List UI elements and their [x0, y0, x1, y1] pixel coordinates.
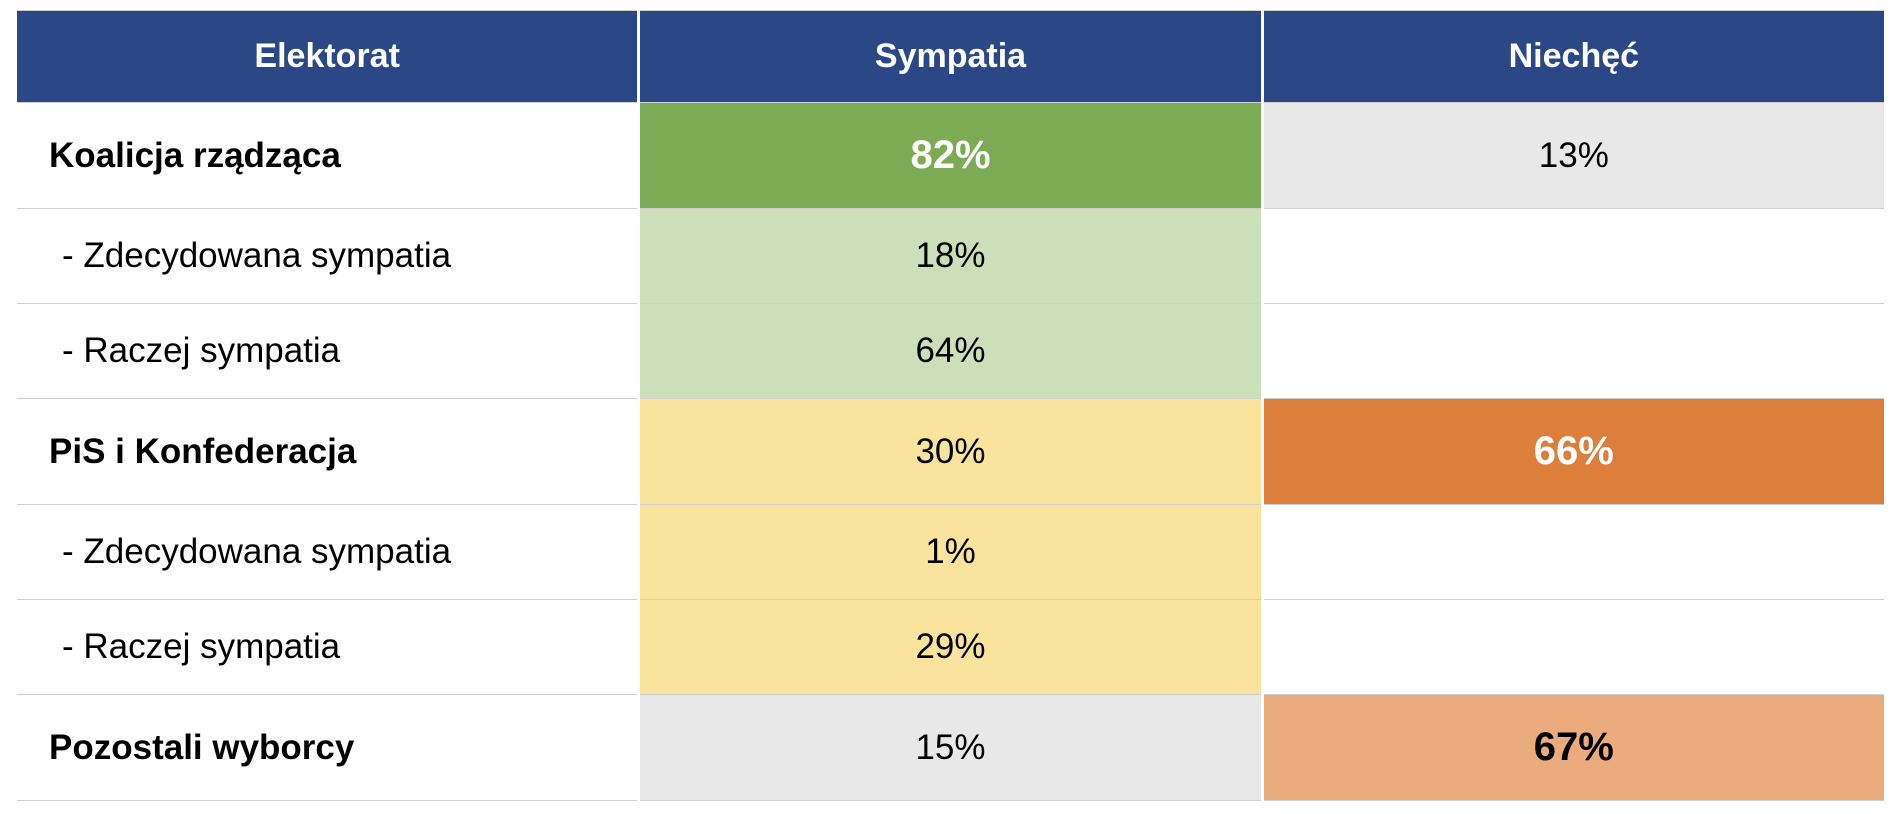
sympatia-value: 64%: [637, 303, 1264, 399]
niechec-value: [1260, 303, 1888, 399]
table-row: - Raczej sympatia 64%: [13, 303, 1888, 399]
sympatia-value: 1%: [637, 504, 1264, 600]
sympatia-value: 15%: [637, 694, 1264, 801]
niechec-value: 67%: [1260, 694, 1888, 801]
row-label: - Zdecydowana sympatia: [13, 208, 641, 304]
table-row: - Raczej sympatia 29%: [13, 599, 1888, 695]
niechec-value: 13%: [1260, 102, 1888, 209]
niechec-value: [1260, 599, 1888, 695]
sympatia-value: 29%: [637, 599, 1264, 695]
sympatia-value: 82%: [637, 102, 1264, 209]
row-label: Koalicja rządząca: [13, 102, 641, 209]
sympatia-value: 18%: [637, 208, 1264, 304]
poll-table-container: Elektorat Sympatia Niechęć Koalicja rząd…: [13, 10, 1888, 801]
row-label: - Zdecydowana sympatia: [13, 504, 641, 600]
header-niechec: Niechęć: [1260, 10, 1888, 103]
table-row: - Zdecydowana sympatia 1%: [13, 504, 1888, 600]
row-label: PiS i Konfederacja: [13, 398, 641, 505]
table-row: - Zdecydowana sympatia 18%: [13, 208, 1888, 304]
row-label: - Raczej sympatia: [13, 303, 641, 399]
poll-table: Elektorat Sympatia Niechęć Koalicja rząd…: [13, 10, 1888, 801]
niechec-value: [1260, 208, 1888, 304]
row-label: Pozostali wyborcy: [13, 694, 641, 801]
header-elektorat: Elektorat: [13, 10, 641, 103]
table-row: PiS i Konfederacja 30% 66%: [13, 398, 1888, 505]
table-header-row: Elektorat Sympatia Niechęć: [13, 10, 1888, 103]
niechec-value: [1260, 504, 1888, 600]
table-row: Pozostali wyborcy 15% 67%: [13, 694, 1888, 801]
niechec-value: 66%: [1260, 398, 1888, 505]
row-label: - Raczej sympatia: [13, 599, 641, 695]
table-row: Koalicja rządząca 82% 13%: [13, 102, 1888, 209]
header-sympatia: Sympatia: [637, 10, 1264, 103]
sympatia-value: 30%: [637, 398, 1264, 505]
